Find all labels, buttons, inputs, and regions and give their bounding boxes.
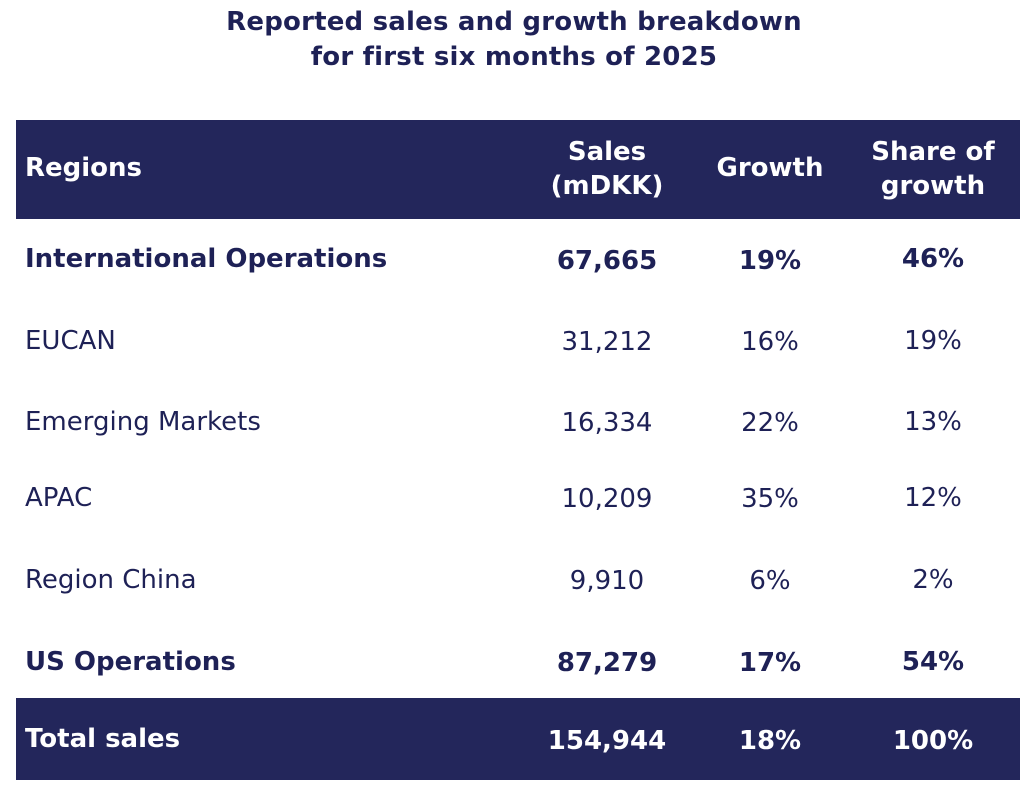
table-title-line1: Reported sales and growth breakdown [226,7,802,37]
header-growth: Growth [716,153,824,183]
table-row-region: US Operations [25,647,236,677]
table-row-region: APAC [25,483,93,513]
table-row-region: Region China [25,565,197,595]
table-row-region: EUCAN [25,326,116,356]
table-row-growth: 19% [738,246,802,276]
table-row-sales: 67,665 [556,246,658,276]
table-row-sales: 31,212 [561,327,653,357]
table-row-sales: 9,910 [569,566,645,596]
total-row-region: Total sales [25,724,181,754]
table-row-growth: 17% [738,648,802,678]
header-band [16,120,1020,219]
total-band [16,698,1020,780]
header-sales-line2: (mDKK) [550,171,664,201]
table-row-growth: 22% [741,408,799,438]
header-sales-line1: Sales [567,137,647,167]
table-title-line2: for first six months of 2025 [310,42,718,72]
table-row-sales: 10,209 [561,484,653,514]
table-row-growth: 16% [741,327,799,357]
table-row-growth: 6% [749,566,791,596]
table-row-share: 12% [904,483,962,513]
table-row-share: 54% [901,647,965,677]
total-row-growth: 18% [738,726,802,756]
header-regions: Regions [25,153,143,183]
table-row-share: 19% [904,326,962,356]
table-row-region: International Operations [25,244,388,274]
table-row-growth: 35% [741,484,799,514]
header-share-line2: growth [880,171,986,201]
header-share-line1: Share of [871,137,995,167]
total-row-sales: 154,944 [547,726,667,756]
table-row-region: Emerging Markets [25,407,261,437]
table-row-share: 2% [912,565,954,595]
total-row-share: 100% [892,726,974,756]
table-row-share: 13% [904,407,962,437]
table-row-share: 46% [901,244,965,274]
table-row-sales: 16,334 [561,408,653,438]
table-row-sales: 87,279 [556,648,658,678]
